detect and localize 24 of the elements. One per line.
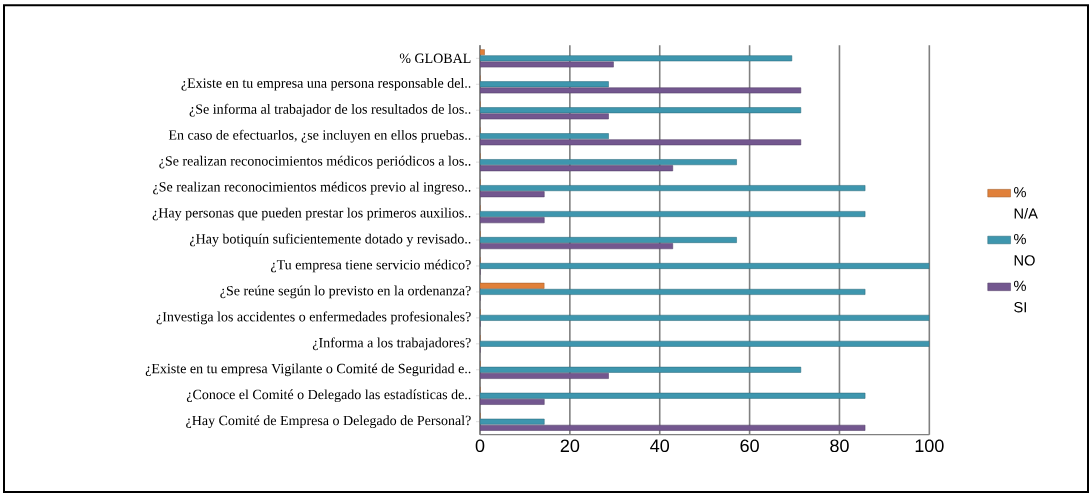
x-tick-label: 100 — [915, 439, 944, 452]
y-tick-label: ¿Investiga los accidentes o enfermedades profesionales? — [156, 311, 471, 325]
y-tick-label: ¿Informa a los trabajadores? — [312, 337, 471, 351]
x-tick-label: 0 — [475, 439, 485, 452]
y-tick-label: ¿Tu empresa tiene servicio médico? — [270, 259, 471, 273]
legend-label: % N/A — [1014, 186, 1038, 219]
legend-label: % NO — [1014, 233, 1035, 266]
y-tick-label: ¿Se realizan reconocimientos médicos previo al ingreso.. — [153, 181, 471, 195]
y-tick-label: ¿Conoce el Comité o Delegado las estadísticas de.. — [186, 389, 471, 402]
y-tick-label: % GLOBAL — [399, 53, 471, 63]
y-tick-label: ¿Hay Comité de Empresa o Delegado de Personal? — [186, 415, 471, 428]
x-tick-label: 80 — [830, 439, 849, 452]
y-tick-label: ¿Hay personas que pueden prestar los primeros auxilios.. — [152, 207, 471, 221]
y-tick-label: ¿Se realizan reconocimientos médicos periódicos a los.. — [159, 155, 471, 169]
legend-label: % SI — [1014, 280, 1026, 313]
y-tick-label: ¿Existe en tu empresa una persona responsable del.. — [181, 77, 471, 91]
y-tick-label: ¿Se reúne según lo previsto en la ordenanza? — [220, 285, 471, 299]
y-tick-label: En caso de efectuarlos, ¿se incluyen en ellos pruebas.. — [168, 129, 471, 143]
x-tick-label: 20 — [560, 439, 580, 452]
y-tick-label: ¿Se informa al trabajador de los resultados de los.. — [189, 103, 471, 117]
y-tick-label: ¿Hay botiquín suficientemente dotado y revisado.. — [189, 233, 471, 247]
x-tick-label: 60 — [740, 439, 759, 452]
x-tick-label: 40 — [650, 439, 670, 452]
y-tick-label: ¿Existe en tu empresa Vigilante o Comité de Seguridad e.. — [145, 363, 471, 376]
